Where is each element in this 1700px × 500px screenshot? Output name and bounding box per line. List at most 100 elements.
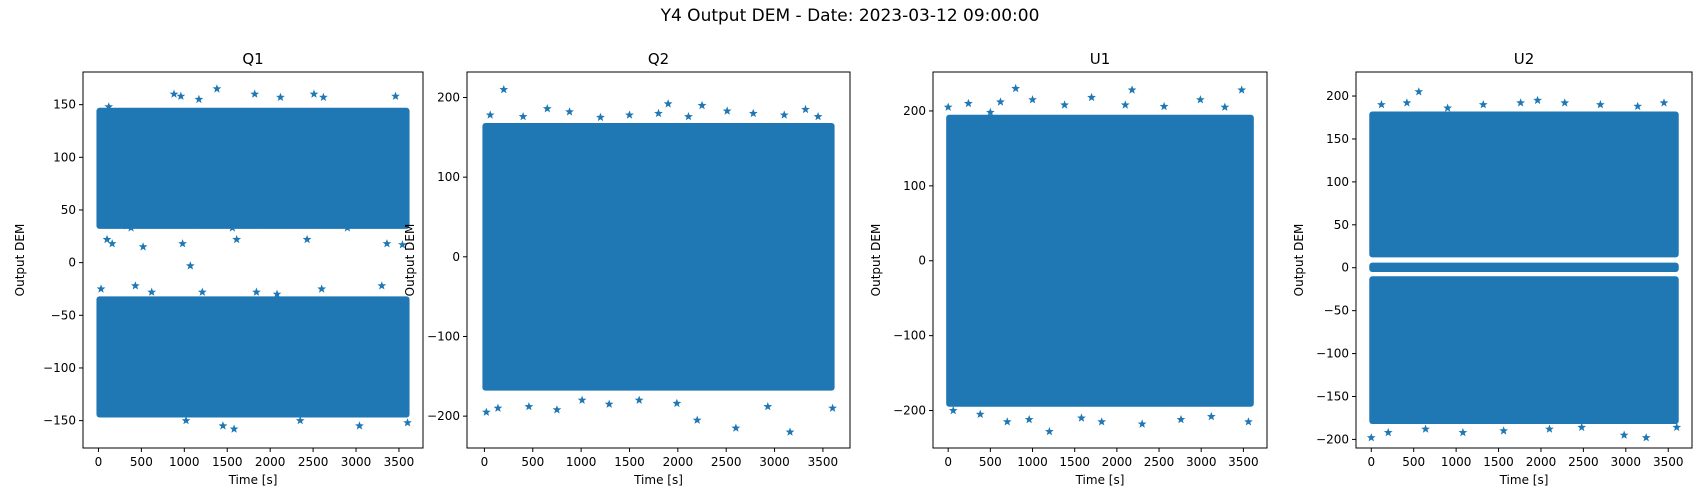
x-tick-label: 1500	[212, 455, 243, 469]
data-point	[365, 220, 375, 229]
data-point	[1244, 417, 1253, 426]
data-point	[1120, 100, 1130, 109]
data-point	[722, 106, 732, 115]
x-tick-label: 3500	[384, 455, 415, 469]
data-point	[309, 89, 319, 98]
axes-frame	[82, 71, 424, 449]
data-point	[964, 98, 973, 108]
data-point	[198, 287, 207, 296]
data-point	[122, 221, 132, 230]
data-point	[355, 421, 364, 430]
data-point	[1383, 427, 1393, 437]
data-point	[748, 108, 758, 118]
y-tick-label: 100	[1326, 175, 1349, 189]
data-point	[996, 97, 1005, 106]
y-tick-label: −100	[893, 329, 926, 343]
data-point	[257, 218, 266, 227]
axes-frame	[932, 71, 1268, 449]
x-axis-label: Time [s]	[228, 473, 278, 487]
x-tick-label: 1500	[1059, 455, 1090, 469]
data-point	[1060, 100, 1069, 109]
y-tick-label: 0	[918, 254, 926, 268]
y-tick-label: −150	[1316, 389, 1349, 403]
data-point	[1220, 102, 1230, 111]
y-axis-label: Output DEM	[403, 224, 417, 297]
data-point	[801, 104, 810, 114]
data-point	[377, 281, 387, 290]
y-tick-label: 150	[1326, 132, 1349, 146]
data-point	[191, 218, 200, 227]
y-tick-label: −200	[1316, 432, 1349, 446]
data-point	[1560, 98, 1570, 107]
y-tick-label: −100	[43, 361, 76, 375]
x-tick-label: 1500	[1483, 455, 1514, 469]
subplot-q2: 0 500 1000 1500 2000 2500 3000 3500 −200 −100 0 100…	[403, 50, 851, 487]
data-point	[604, 399, 614, 408]
x-tick-label: 0	[95, 455, 103, 469]
data-point	[684, 112, 693, 121]
x-tick-label: 500	[979, 455, 1002, 469]
subplot-u1: 0 500 1000 1500 2000 2500 3000 3500 −200 −100 0 100…	[869, 50, 1268, 487]
data-point	[828, 403, 837, 412]
data-point	[975, 409, 985, 418]
data-point	[1458, 427, 1468, 437]
data-point	[1002, 417, 1012, 426]
data-point	[1421, 424, 1430, 433]
data-point	[1443, 103, 1452, 112]
data-point	[138, 242, 148, 251]
data-point	[147, 287, 157, 296]
data-point	[169, 89, 179, 98]
figure-title: Y4 Output DEM - Date: 2023-03-12 09:00:0…	[660, 6, 1040, 26]
x-tick-label: 1000	[169, 455, 200, 469]
data-point	[731, 423, 741, 432]
x-tick-label: 3500	[1653, 455, 1684, 469]
data-point	[317, 284, 327, 293]
data-point	[1127, 85, 1137, 94]
x-tick-label: 2500	[711, 455, 742, 469]
data-point	[1077, 413, 1086, 422]
y-tick-label: 50	[61, 203, 76, 217]
y-tick-label: 100	[53, 150, 76, 164]
y-tick-label: −150	[43, 414, 76, 428]
x-tick-label: 1000	[1441, 455, 1472, 469]
data-point	[276, 92, 285, 101]
x-tick-label: 2000	[1102, 455, 1133, 469]
data-point	[1577, 422, 1587, 432]
x-tick-label: 0	[1367, 455, 1375, 469]
data-band	[96, 107, 410, 229]
data-point	[813, 112, 823, 121]
data-point	[232, 234, 242, 244]
data-point	[692, 415, 702, 424]
data-point	[1533, 95, 1542, 105]
data-point	[1596, 100, 1605, 109]
data-point	[1207, 411, 1216, 421]
x-tick-label: 2500	[1568, 455, 1599, 469]
data-point	[499, 84, 509, 94]
data-point	[654, 108, 663, 118]
y-tick-label: −100	[427, 329, 460, 343]
y-tick-label: −200	[427, 409, 460, 423]
x-tick-label: 1000	[1017, 455, 1048, 469]
data-point	[218, 421, 228, 430]
data-point	[625, 110, 634, 119]
data-point	[176, 91, 186, 100]
y-tick-label: 0	[452, 250, 460, 264]
data-point	[672, 398, 682, 408]
y-tick-label: 200	[903, 104, 926, 118]
data-point	[391, 91, 400, 100]
data-point	[1499, 426, 1508, 435]
data-point	[158, 220, 168, 229]
x-axis-label: Time [s]	[633, 473, 683, 487]
x-tick-label: 1000	[566, 455, 597, 469]
data-point	[986, 107, 995, 117]
y-tick-label: 0	[68, 256, 76, 270]
data-point	[518, 112, 528, 121]
data-point	[1641, 433, 1651, 442]
data-point	[1176, 414, 1186, 424]
x-tick-label: 0	[944, 455, 952, 469]
x-axis-label: Time [s]	[1499, 473, 1549, 487]
data-point	[272, 289, 282, 298]
y-tick-label: −50	[51, 308, 76, 322]
